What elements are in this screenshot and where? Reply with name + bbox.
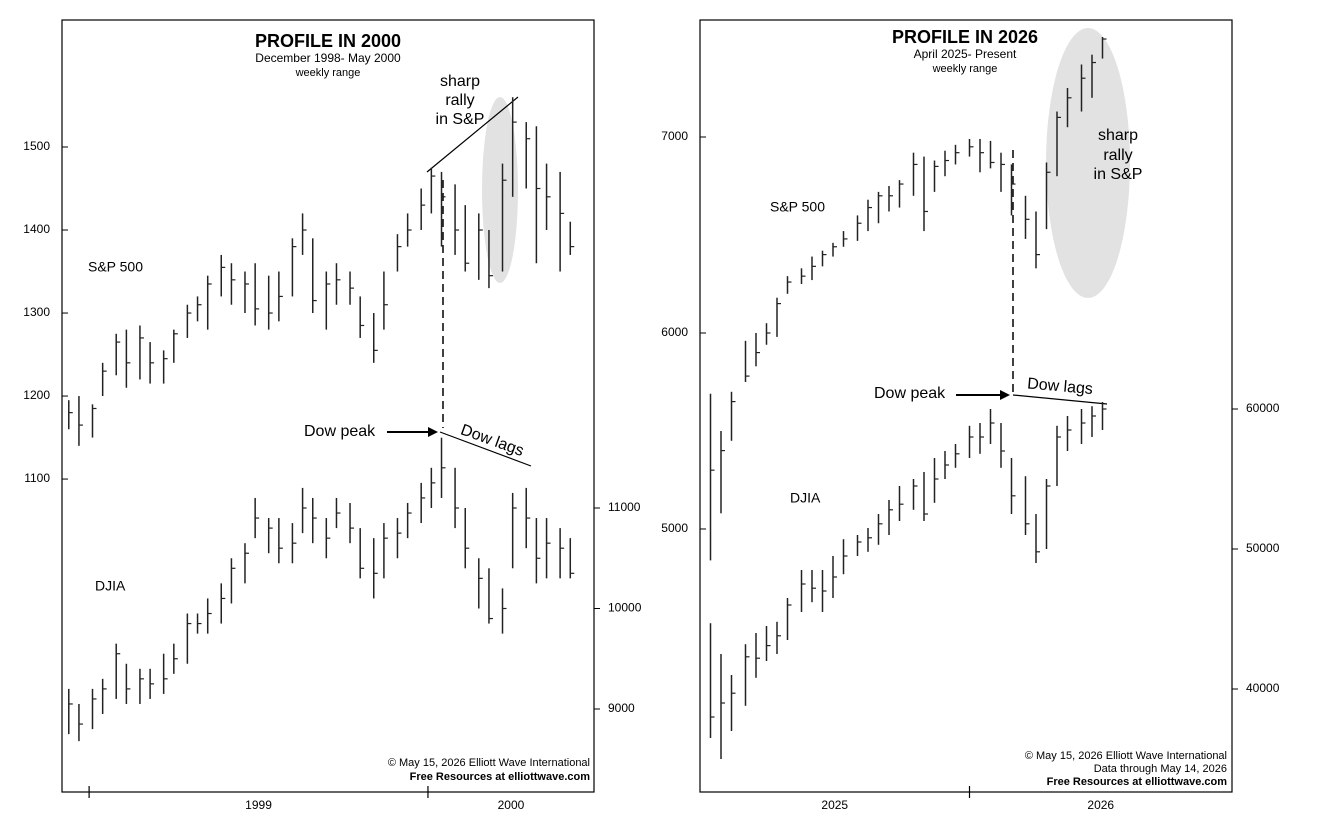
annotation: rally (445, 92, 474, 109)
credit: Free Resources at elliottwave.com (410, 771, 591, 783)
x-tick-label: 2025 (821, 798, 848, 812)
credit: © May 15, 2026 Elliott Wave Internationa… (388, 757, 590, 769)
arrow-head (428, 427, 438, 437)
y2-tick-label: 9000 (608, 701, 635, 715)
x-tick-label: 2000 (498, 798, 525, 812)
highlight-ellipse (482, 97, 518, 283)
series-label: S&P 500 (88, 259, 143, 275)
plot-frame (61, 19, 595, 793)
y2-tick-label: 60000 (1246, 401, 1280, 415)
chart-note: weekly range (932, 63, 998, 75)
y2-tick-label: 40000 (1246, 681, 1280, 695)
y-tick-label: 1100 (24, 471, 50, 485)
x-tick-label: 1999 (245, 798, 272, 812)
y-tick-label: 1300 (23, 305, 50, 319)
series-label: DJIA (95, 578, 126, 594)
y-tick-label: 6000 (661, 325, 688, 339)
trend-line (1012, 394, 1108, 405)
arrow-head (1000, 390, 1010, 400)
annotation: sharp (440, 73, 480, 90)
annotation: in S&P (1094, 166, 1143, 183)
annotation: Dow lags (1027, 375, 1094, 398)
annotation: Dow lags (458, 421, 526, 459)
y2-tick-label: 50000 (1246, 541, 1280, 555)
credit: Data through May 14, 2026 (1094, 763, 1227, 775)
series-label: S&P 500 (770, 199, 825, 215)
panel-annotations: PROFILE IN 2000 December 1998- May 2000 … (88, 31, 590, 783)
y-tick-label: 5000 (661, 521, 688, 535)
chart-note: weekly range (295, 67, 361, 79)
plot-frame (699, 19, 1233, 793)
y2-tick-label: 10000 (608, 601, 642, 615)
y-tick-label: 1500 (23, 139, 50, 153)
chart-subtitle: December 1998- May 2000 (255, 51, 401, 65)
annotation: rally (1103, 147, 1132, 164)
y-tick-label: 1200 (23, 388, 50, 402)
chart-title: PROFILE IN 2026 (892, 27, 1038, 47)
trend-line (439, 431, 532, 467)
credit: Free Resources at elliottwave.com (1047, 776, 1228, 788)
annotation: Dow peak (304, 423, 376, 440)
annotation: Dow peak (874, 385, 946, 402)
y2-tick-label: 11000 (608, 500, 641, 514)
y-tick-label: 7000 (661, 129, 688, 143)
panel-annotations: PROFILE IN 2026 April 2025- Present week… (770, 27, 1227, 788)
annotation: sharp (1098, 127, 1138, 144)
y-tick-label: 1400 (23, 222, 50, 236)
chart-subtitle: April 2025- Present (914, 47, 1017, 61)
trend-line (426, 96, 519, 173)
chart-title: PROFILE IN 2000 (255, 31, 401, 51)
credit: © May 15, 2026 Elliott Wave Internationa… (1025, 750, 1227, 762)
series-label: DJIA (790, 490, 821, 506)
annotation: in S&P (436, 111, 485, 128)
x-tick-label: 2026 (1087, 798, 1114, 812)
